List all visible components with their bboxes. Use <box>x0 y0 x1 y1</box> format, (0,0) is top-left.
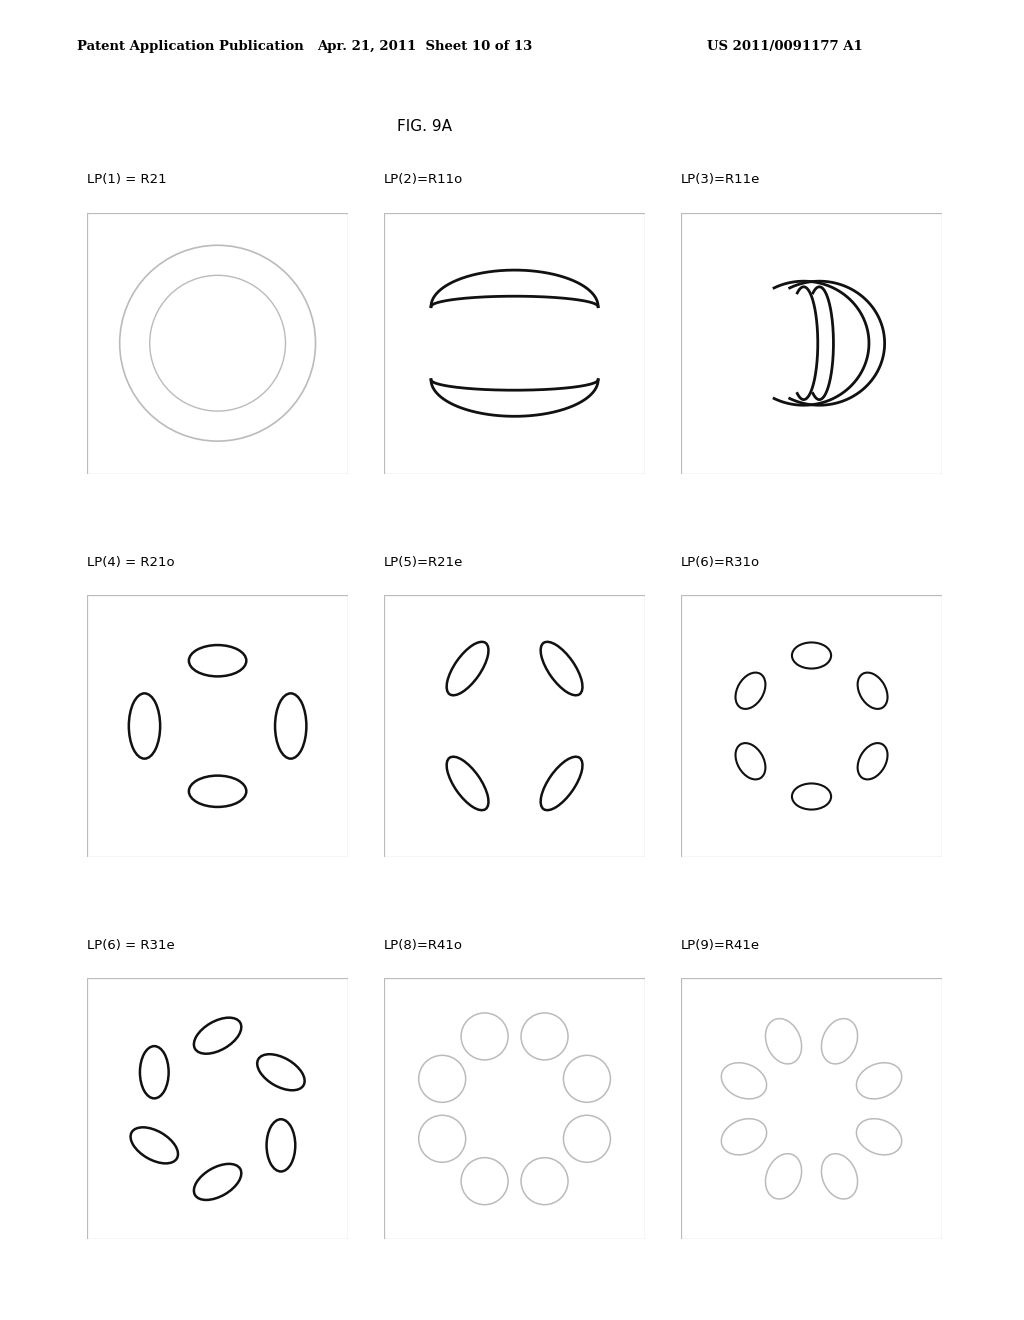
Text: LP(9)=R41e: LP(9)=R41e <box>681 939 760 952</box>
Text: LP(1) = R21: LP(1) = R21 <box>87 173 167 186</box>
Text: US 2011/0091177 A1: US 2011/0091177 A1 <box>707 40 862 53</box>
Text: LP(4) = R21o: LP(4) = R21o <box>87 556 175 569</box>
Text: FIG. 9A: FIG. 9A <box>397 119 453 133</box>
Text: LP(3)=R11e: LP(3)=R11e <box>681 173 761 186</box>
Text: LP(2)=R11o: LP(2)=R11o <box>384 173 463 186</box>
Text: Apr. 21, 2011  Sheet 10 of 13: Apr. 21, 2011 Sheet 10 of 13 <box>317 40 532 53</box>
Text: LP(6)=R31o: LP(6)=R31o <box>681 556 760 569</box>
Text: LP(5)=R21e: LP(5)=R21e <box>384 556 464 569</box>
Text: Patent Application Publication: Patent Application Publication <box>77 40 303 53</box>
Text: LP(6) = R31e: LP(6) = R31e <box>87 939 175 952</box>
Text: LP(8)=R41o: LP(8)=R41o <box>384 939 463 952</box>
